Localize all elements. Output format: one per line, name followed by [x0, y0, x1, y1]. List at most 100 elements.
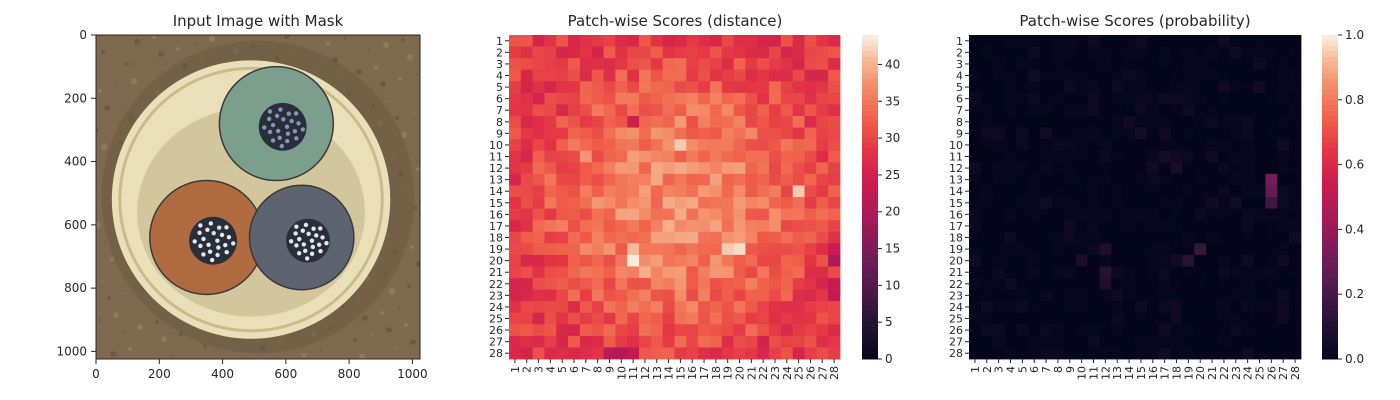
heatmap-cell: [992, 278, 1005, 290]
heatmap-cell: [1277, 208, 1290, 221]
heatmap-cell: [980, 278, 994, 290]
x-tick-label: 0: [92, 367, 100, 381]
heatmap-cell: [804, 58, 817, 71]
heatmap-cell: [1218, 69, 1231, 82]
heatmap-cell: [615, 312, 628, 325]
texture-speck: [110, 257, 114, 261]
heatmap-cell: [591, 139, 604, 152]
heatmap-cell: [733, 162, 746, 175]
heatmap-cell: [1170, 278, 1183, 290]
heatmap-cell: [568, 197, 581, 209]
heatmap-cell: [792, 81, 805, 94]
heatmap-cell: [1040, 289, 1053, 302]
heatmap-cell: [980, 162, 994, 175]
heatmap-cell: [1111, 150, 1124, 163]
heatmap-cell: [603, 162, 616, 175]
heatmap-cell: [639, 92, 652, 105]
heatmap-cell: [1289, 289, 1302, 302]
heatmap-cell: [698, 301, 711, 314]
colorbar-segment: [862, 51, 878, 58]
heatmap-cell: [1289, 324, 1302, 337]
heatmap-cell: [698, 139, 711, 152]
heatmap-cell: [1040, 185, 1053, 198]
heatmap-cell: [992, 173, 1005, 186]
heatmap-cell: [1135, 46, 1148, 59]
heatmap-cell: [603, 46, 616, 59]
heatmap-cell: [792, 324, 805, 337]
heatmap-cell: [1052, 289, 1065, 302]
heatmap-cell: [520, 81, 534, 94]
heatmap-cell: [733, 58, 746, 71]
heatmap-cell: [1099, 173, 1112, 186]
heatmap-cell: [639, 312, 652, 325]
colorbar-segment: [862, 116, 878, 122]
heatmap-cell: [804, 289, 817, 302]
heatmap-cell: [757, 185, 770, 198]
heatmap-cell: [1099, 208, 1112, 221]
row-tick-label: 19: [949, 243, 963, 256]
heatmap-cell: [1206, 81, 1219, 94]
heatmap-cell: [1277, 46, 1290, 59]
heatmap-cell: [1158, 35, 1171, 47]
heatmap-cell: [1194, 116, 1207, 128]
heatmap-cell: [1075, 173, 1088, 186]
heatmap-cell: [804, 254, 817, 267]
heatmap-cell: [745, 185, 758, 198]
heatmap-cell: [579, 266, 593, 279]
heatmap-cell: [992, 301, 1005, 314]
heatmap-cell: [568, 301, 581, 314]
gray-wire-strand: [316, 242, 322, 247]
texture-speck: [104, 241, 106, 243]
heatmap-cell: [792, 335, 805, 348]
heatmap-cell: [1099, 58, 1112, 71]
green-wire-strand: [289, 118, 294, 124]
heatmap-cell: [1218, 104, 1231, 117]
texture-speck: [110, 351, 116, 357]
heatmap-cell: [1265, 335, 1278, 348]
heatmap-cell: [721, 335, 735, 348]
heatmap-cell: [828, 301, 841, 314]
heatmap-cell: [1218, 347, 1231, 360]
heatmap-cell: [639, 81, 652, 94]
colorbar-segment: [1322, 56, 1338, 63]
heatmap-cell: [1135, 150, 1148, 163]
heatmap-cell: [969, 162, 982, 175]
heatmap-cell: [745, 81, 758, 94]
heatmap-cell: [1206, 254, 1219, 267]
heatmap-cell: [828, 104, 841, 117]
heatmap-cell: [627, 104, 640, 117]
heatmap-cell: [757, 150, 770, 163]
heatmap-cell: [1253, 243, 1266, 256]
heatmap-cell: [1075, 185, 1088, 198]
heatmap-cell: [816, 208, 829, 221]
heatmap-cell: [686, 208, 699, 221]
heatmap-cell: [769, 69, 782, 82]
heatmap-cell: [980, 312, 994, 325]
heatmap-cell: [1123, 254, 1136, 267]
heatmap-cell: [1289, 46, 1302, 59]
texture-speck: [113, 124, 115, 126]
heatmap-cell: [1218, 301, 1231, 314]
heatmap-cell: [1206, 289, 1219, 302]
row-tick-label: 8: [956, 116, 963, 129]
heatmap-cell: [1289, 35, 1302, 47]
heatmap-cell: [627, 139, 640, 152]
heatmap-cell: [603, 150, 616, 163]
heatmap-cell: [1182, 301, 1195, 314]
heatmap-cell: [1218, 208, 1231, 221]
heatmap-cell: [1087, 208, 1100, 221]
heatmap-cell: [686, 301, 699, 314]
heatmap-cell: [804, 278, 817, 290]
heatmap-cell: [1218, 46, 1231, 59]
heatmap-cell: [1028, 116, 1041, 128]
heatmap-cell: [509, 92, 522, 105]
heatmap-cell: [992, 139, 1005, 152]
heatmap-cell: [733, 278, 746, 290]
heatmap-cell: [1158, 127, 1171, 140]
heatmap-cell: [1028, 278, 1041, 290]
heatmap-cell: [579, 208, 593, 221]
heatmap-cell: [1194, 231, 1207, 244]
heatmap-cell: [980, 46, 994, 59]
heatmap-cell: [1241, 312, 1254, 325]
heatmap-cell: [1218, 185, 1231, 198]
